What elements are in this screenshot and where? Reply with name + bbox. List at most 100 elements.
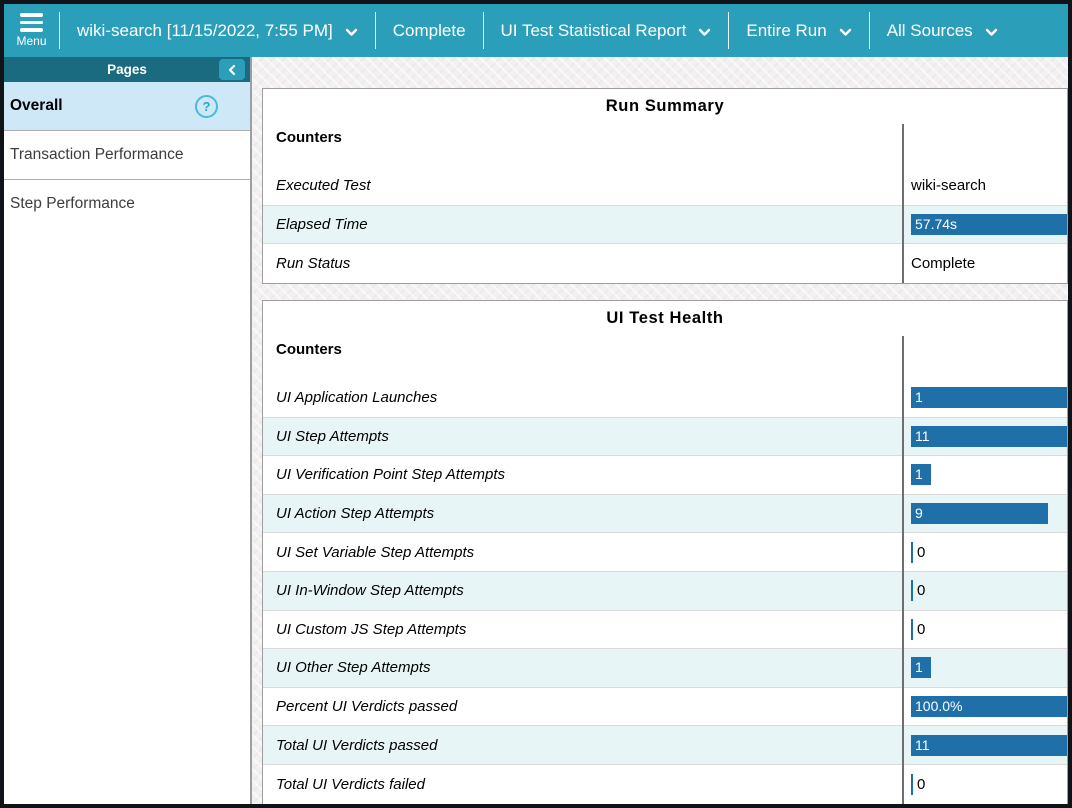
panel-title: Run Summary <box>605 97 725 115</box>
counter-label: Elapsed Time <box>276 215 368 233</box>
counter-label: UI In-Window Step Attempts <box>276 582 464 600</box>
value-bar: 11 <box>911 425 1067 447</box>
spacer <box>263 362 1067 379</box>
zero-value-tick <box>911 580 913 602</box>
value-bar: 1 <box>911 387 1067 409</box>
sidebar-item-transaction-performance[interactable]: Transaction Performance <box>4 131 250 180</box>
zero-value-tick <box>911 773 913 795</box>
top-bar-item-label: All Sources <box>886 20 973 40</box>
zero-value-tick <box>911 618 913 640</box>
counter-value-cell: 0 <box>902 618 1067 640</box>
run-selector-dropdown[interactable]: wiki-search [11/15/2022, 7:55 PM] <box>59 12 375 49</box>
counter-label: UI Step Attempts <box>276 427 389 445</box>
counter-row: UI Verification Point Step Attempts 1 <box>263 456 1067 495</box>
counter-row: UI Application Launches 1 <box>263 379 1067 418</box>
report-type-dropdown[interactable]: UI Test Statistical Report <box>482 12 729 49</box>
report-panel: Run Summary Counters Executed Test wiki-… <box>262 88 1068 284</box>
counters-table: Counters UI Application Launches 1 UI St… <box>263 336 1067 804</box>
sidebar-item-overall[interactable]: Overall ? <box>4 82 250 131</box>
counter-row: Executed Test wiki-search <box>263 167 1067 206</box>
sidebar-collapse-button[interactable] <box>219 59 245 80</box>
chevron-down-icon <box>345 28 357 36</box>
counter-label: Total UI Verdicts failed <box>276 775 425 793</box>
counter-label: Executed Test <box>276 177 371 195</box>
counter-label: Run Status <box>276 254 351 272</box>
counter-value: Complete <box>911 254 976 272</box>
top-bar-item-label: Entire Run <box>746 20 827 40</box>
panel-title: UI Test Health <box>606 309 724 327</box>
sources-dropdown[interactable]: All Sources <box>868 12 1015 49</box>
value-bar: 11 <box>911 734 1067 756</box>
top-bar-item-label: Complete <box>392 20 466 40</box>
scope-dropdown[interactable]: Entire Run <box>728 12 868 49</box>
spacer <box>263 150 1067 167</box>
counter-value: 0 <box>917 620 926 638</box>
top-bar-item-label: UI Test Statistical Report <box>500 20 687 40</box>
chevron-down-icon <box>839 28 851 36</box>
counter-row: UI Step Attempts 11 <box>263 417 1067 457</box>
counter-label: UI Verification Point Step Attempts <box>276 466 505 484</box>
menu-button-label: Menu <box>16 33 47 48</box>
chevron-down-icon <box>699 28 711 36</box>
counter-value: 0 <box>917 582 926 600</box>
counter-value-cell: 11 <box>902 425 1067 447</box>
counter-label: UI Action Step Attempts <box>276 505 435 523</box>
counter-value-cell: 0 <box>902 541 1067 563</box>
top-bar: Menu wiki-search [11/15/2022, 7:55 PM] C… <box>4 4 1068 57</box>
counter-value-cell: 9 <box>902 503 1067 525</box>
value-bar: 1 <box>911 657 932 679</box>
counter-value-cell: Complete <box>902 255 1067 272</box>
report-panel: UI Test Health Counters UI Application L… <box>262 300 1068 804</box>
counter-label: UI Custom JS Step Attempts <box>276 620 467 638</box>
top-bar-item-label: wiki-search [11/15/2022, 7:55 PM] <box>77 20 333 40</box>
counter-value: 0 <box>917 543 926 561</box>
counter-value-cell: 0 <box>902 580 1067 602</box>
counter-label: UI Other Step Attempts <box>276 659 431 677</box>
counter-value-cell: 100.0% <box>902 696 1067 718</box>
counters-header: Counters <box>276 340 342 358</box>
counter-label: UI Application Launches <box>276 389 438 407</box>
counter-label: UI Set Variable Step Attempts <box>276 543 475 561</box>
counter-value-cell: wiki-search <box>902 177 1067 194</box>
report-main: Run Summary Counters Executed Test wiki-… <box>252 57 1068 804</box>
counter-row: Run Status Complete <box>263 244 1067 283</box>
zero-value-tick <box>911 541 913 563</box>
counter-value-cell: 11 <box>902 734 1067 756</box>
counter-value-cell: 0 <box>902 773 1067 795</box>
sidebar-item-step-performance[interactable]: Step Performance <box>4 180 250 228</box>
counter-value-cell: 57.74s <box>902 213 1067 235</box>
value-bar: 1 <box>911 464 932 486</box>
counter-row: UI Action Step Attempts 9 <box>263 494 1067 534</box>
counter-row: Percent UI Verdicts passed 100.0% <box>263 688 1067 727</box>
menu-button[interactable]: Menu <box>4 4 59 57</box>
content-area: Pages Overall ? Transaction Performance … <box>4 57 1068 804</box>
value-bar: 100.0% <box>911 696 1067 718</box>
help-icon[interactable]: ? <box>195 94 218 118</box>
sidebar-item-label: Transaction Performance <box>10 146 184 163</box>
counter-row: UI Other Step Attempts 1 <box>263 649 1067 688</box>
chevron-down-icon <box>985 28 997 36</box>
hamburger-menu-icon <box>20 13 43 32</box>
sidebar-item-label: Step Performance <box>10 195 135 212</box>
counter-rows: Executed Test wiki-search Elapsed Time 5… <box>263 167 1067 283</box>
value-bar: 57.74s <box>911 213 1067 235</box>
counter-value-cell: 1 <box>902 387 1067 409</box>
counter-value-cell: 1 <box>902 464 1067 486</box>
pages-sidebar: Pages Overall ? Transaction Performance … <box>4 57 252 804</box>
counter-row: Total UI Verdicts failed 0 <box>263 765 1067 804</box>
counter-rows: UI Application Launches 1 UI Step Attemp… <box>263 379 1067 804</box>
counter-label: Percent UI Verdicts passed <box>276 698 458 716</box>
counter-row: Elapsed Time 57.74s <box>263 205 1067 245</box>
sidebar-items: Overall ? Transaction Performance Step P… <box>4 82 250 228</box>
counter-row: UI Set Variable Step Attempts 0 <box>263 533 1067 572</box>
pages-header-title: Pages <box>107 62 147 77</box>
counters-table: Counters Executed Test wiki-search Elaps… <box>263 124 1067 283</box>
counter-row: UI In-Window Step Attempts 0 <box>263 571 1067 611</box>
counter-value: 0 <box>917 775 926 793</box>
sidebar-item-label: Overall <box>10 97 63 114</box>
counter-value: wiki-search <box>911 177 987 195</box>
pages-header: Pages <box>4 57 250 82</box>
run-status-label: Complete <box>374 12 483 49</box>
counter-value-cell: 1 <box>902 657 1067 679</box>
